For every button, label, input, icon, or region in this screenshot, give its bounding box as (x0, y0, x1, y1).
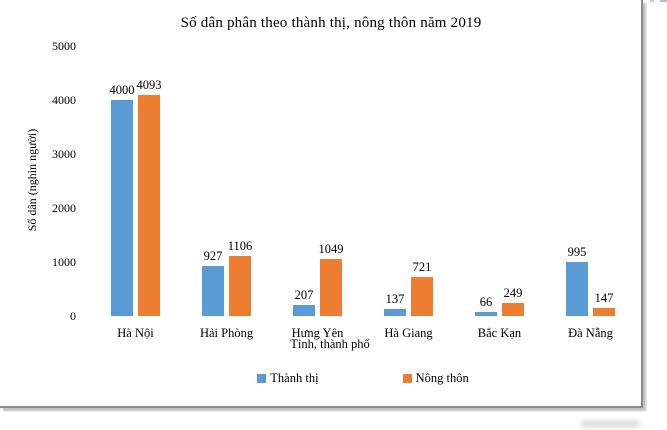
bar-thanh-thi[interactable] (293, 304, 315, 316)
chart-frame[interactable]: Số dân phân theo thành thị, nông thôn nă… (0, 0, 643, 408)
legend-item[interactable]: Thành thị (257, 371, 319, 386)
bar-nong-thon[interactable] (502, 302, 524, 316)
category-label: Đà Nẵng (568, 326, 613, 340)
bar-thanh-thi[interactable] (566, 262, 588, 316)
bar-thanh-thi[interactable] (202, 265, 224, 316)
value-label: 147 (594, 291, 614, 306)
category-label: Hải Phòng (199, 326, 254, 340)
bar-nong-thon[interactable] (229, 256, 251, 316)
bar-nong-thon[interactable] (411, 277, 433, 316)
legend-label: Nông thôn (415, 371, 469, 385)
plot-area: 4000 4093 927 1106 207 1049 137 721 66 249 995 147 (90, 46, 636, 316)
bar-nong-thon[interactable] (593, 308, 615, 316)
bar-group: 927 1106 (181, 46, 272, 316)
bar-thanh-thi[interactable] (384, 308, 406, 316)
value-label: 4093 (136, 78, 162, 92)
value-label: 137 (385, 291, 405, 306)
y-tick-label: 4000 (52, 93, 76, 107)
value-label: 207 (294, 287, 314, 302)
x-axis-title: Tỉnh, thành phố (290, 337, 370, 351)
y-axis-title: Số dân (nghìn người) (25, 128, 39, 232)
category-label: Bắc Kạn (477, 326, 522, 340)
y-tick-label: 5000 (52, 39, 76, 53)
value-label: 1049 (318, 242, 344, 257)
bar-thanh-thi[interactable] (475, 312, 497, 316)
legend-swatch (257, 374, 267, 383)
value-label: 1106 (227, 239, 253, 254)
bar-group: 66 249 (454, 46, 545, 316)
value-label: 721 (412, 260, 432, 275)
legend: Thành thị Nông thôn (90, 371, 636, 386)
category-labels: Hà Nội Hải Phòng Hưng Yên Hà Giang Bắc Kạn Đà… (90, 326, 636, 341)
y-tick-label: 0 (70, 309, 76, 323)
value-label: 66 (479, 295, 493, 310)
bar-group: 207 1049 (272, 46, 363, 316)
value-label: 4000 (109, 83, 135, 97)
value-label: 249 (503, 285, 523, 300)
value-label: 927 (203, 248, 223, 263)
chart-title: Số dân phân theo thành thị, nông thôn nă… (180, 15, 482, 31)
category-label: Hà Giang (384, 326, 433, 340)
watermark-smudge (580, 420, 640, 428)
y-tick-label: 1000 (52, 255, 76, 269)
legend-swatch (402, 374, 412, 383)
bar-nong-thon[interactable] (320, 259, 342, 316)
legend-label: Thành thị (270, 371, 319, 385)
bar-group: 4000 4093 (90, 46, 181, 316)
bar-group: 995 147 (545, 46, 636, 316)
bar-group: 137 721 (363, 46, 454, 316)
bar-nong-thon[interactable] (138, 95, 160, 316)
bar-thanh-thi[interactable] (111, 100, 133, 316)
y-tick-label: 3000 (52, 147, 76, 161)
value-label: 995 (567, 245, 587, 260)
y-tick-label: 2000 (52, 201, 76, 215)
legend-item[interactable]: Nông thôn (402, 371, 469, 386)
category-label: Hưng Yên (291, 326, 344, 340)
category-label: Hà Nội (117, 326, 154, 340)
